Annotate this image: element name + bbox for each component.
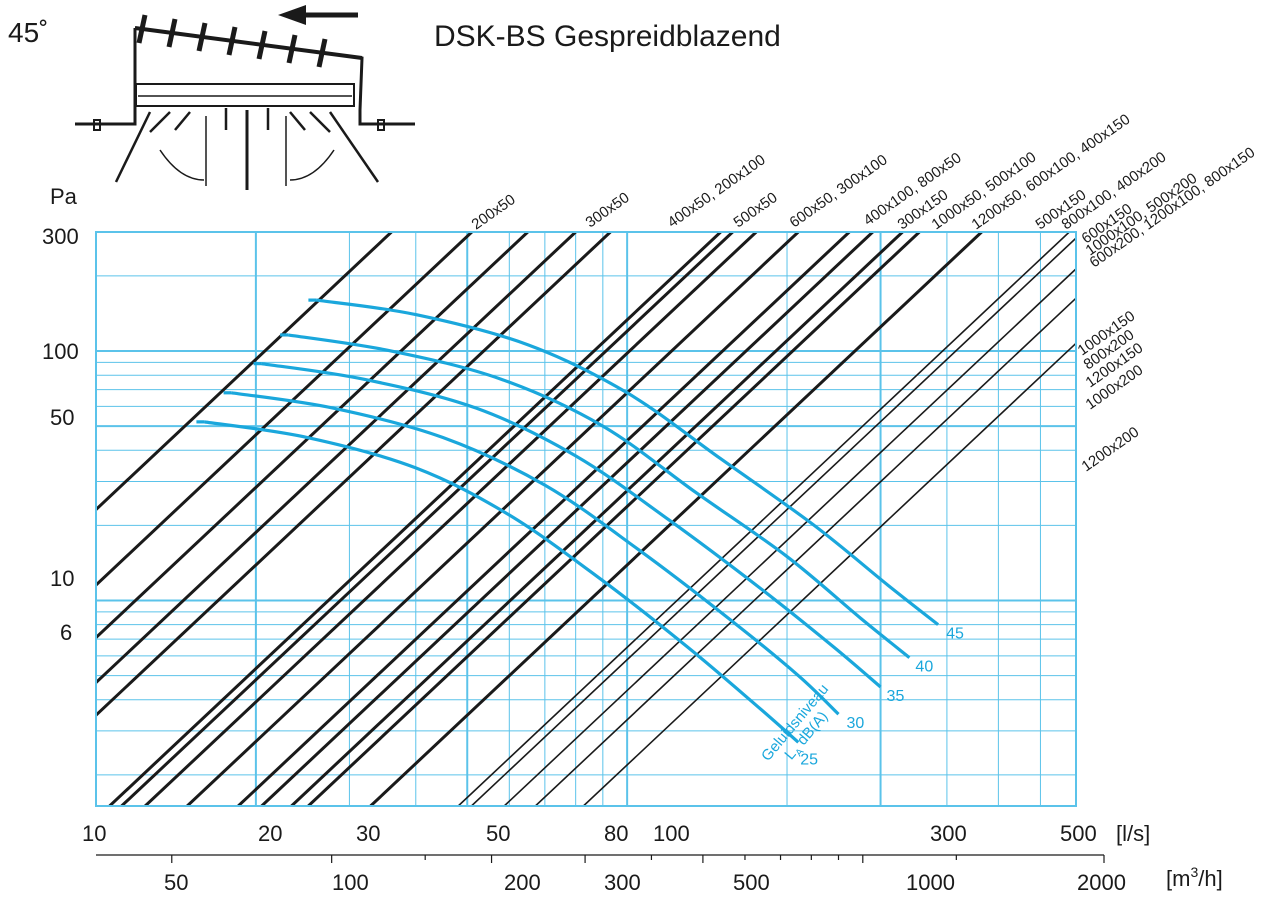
noise-curves	[196, 298, 940, 744]
x-tick-m3h-100: 100	[332, 870, 369, 895]
size-line-5	[108, 232, 722, 806]
size-line-15	[470, 237, 1076, 806]
size-label-1: 300x50	[583, 189, 633, 231]
diffuser-diagram-icon	[75, 5, 415, 190]
x-tick-m3h-2000: 2000	[1077, 870, 1126, 895]
noise-label-35: 35	[887, 688, 905, 705]
size-line-12	[307, 232, 921, 806]
size-line-2	[96, 232, 529, 640]
x-tick-ls-100: 100	[653, 821, 690, 846]
y-tick-100: 100	[42, 339, 79, 364]
size-line-1	[96, 232, 473, 588]
y-axis-label: Pa	[50, 184, 78, 209]
size-lines	[96, 232, 1076, 806]
x-tick-ls-500: 500	[1060, 821, 1097, 846]
x-tick-m3h-300: 300	[604, 870, 641, 895]
size-label-3: 500x50	[731, 189, 781, 231]
chart-title: DSK-BS Gespreidblazend	[434, 20, 781, 53]
x-tick-ls-10: 10	[82, 821, 106, 846]
plot-frame	[95, 231, 1077, 807]
size-line-0	[96, 232, 393, 512]
x-tick-m3h-50: 50	[164, 870, 188, 895]
size-label-12: 1000x100, 500x200	[1083, 170, 1201, 260]
size-line-17	[534, 297, 1076, 806]
y-tick-6: 6	[60, 620, 72, 645]
x-tick-ls-30: 30	[356, 821, 380, 846]
x-axis-label-m3h: [m3/h]	[1166, 864, 1223, 891]
size-line-18	[582, 342, 1076, 806]
noise-curve-45	[316, 298, 940, 626]
noise-curve-25	[204, 420, 800, 744]
x-tick-ls-20: 20	[258, 821, 282, 846]
noise-curve-30	[231, 391, 840, 716]
x-tick-m3h-200: 200	[504, 870, 541, 895]
noise-label-25: 25	[800, 751, 818, 768]
y-tick-50: 50	[50, 405, 74, 430]
size-line-7	[144, 232, 758, 806]
size-line-14	[457, 232, 1070, 806]
size-line-6	[120, 232, 734, 806]
noise-curve-35	[261, 362, 882, 689]
x-tick-ls-50: 50	[486, 821, 510, 846]
size-label-0: 200x50	[469, 191, 519, 233]
size-line-3	[96, 232, 577, 685]
size-line-9	[237, 232, 851, 806]
angle-label: 45˚	[8, 17, 48, 48]
size-line-13	[369, 232, 983, 806]
y-tick-300: 300	[42, 224, 79, 249]
x-tick-ls-80: 80	[604, 821, 628, 846]
size-line-10	[260, 232, 874, 806]
x-tick-m3h-500: 500	[733, 870, 770, 895]
x-axis-label-ls: [l/s]	[1116, 821, 1150, 846]
y-tick-10: 10	[50, 566, 74, 591]
grid	[96, 232, 1076, 806]
noise-labels: 25 30 35 40 45	[800, 626, 964, 769]
size-line-8	[186, 232, 800, 806]
noise-label-40: 40	[915, 659, 933, 676]
noise-label-30: 30	[846, 715, 864, 732]
size-line-16	[503, 267, 1076, 806]
size-line-4	[96, 232, 612, 718]
x-tick-m3h-1000: 1000	[906, 870, 955, 895]
m3h-ticks	[171, 855, 1105, 863]
size-label-18: 1200x200	[1079, 424, 1143, 476]
x-tick-ls-300: 300	[930, 821, 967, 846]
noise-curve-40	[287, 333, 911, 659]
noise-label-45: 45	[946, 626, 964, 643]
size-label-13: 600x200, 1200x100, 800x150	[1087, 144, 1259, 271]
